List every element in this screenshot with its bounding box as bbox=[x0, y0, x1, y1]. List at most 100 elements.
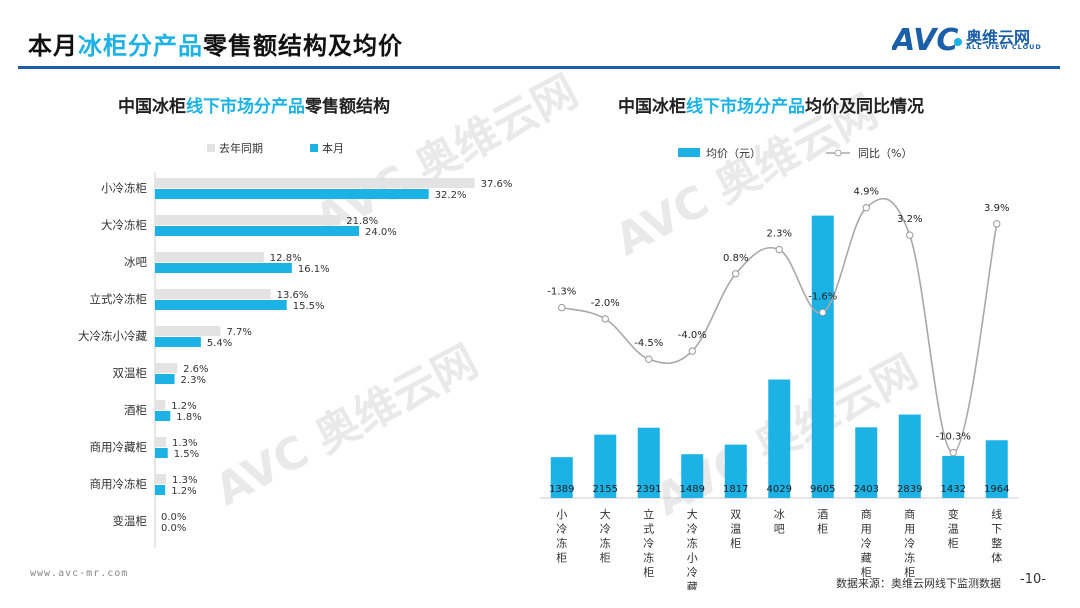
category-label-char: 冻 bbox=[687, 536, 698, 550]
yoy-point bbox=[645, 355, 653, 363]
category-label: 小冷冻柜 bbox=[101, 181, 147, 195]
price-bar bbox=[855, 427, 878, 498]
category-label-char: 藏 bbox=[687, 581, 698, 591]
bar-this-month bbox=[155, 189, 429, 199]
category-label-char: 变 bbox=[948, 507, 959, 521]
left-chart-title-pre: 中国冰柜 bbox=[118, 97, 186, 117]
category-label: 商用冷冻柜 bbox=[904, 507, 915, 579]
bar-last-year bbox=[155, 437, 167, 447]
legend-label: 均价（元） bbox=[706, 147, 761, 160]
page-number: -10- bbox=[1020, 572, 1046, 587]
category-label-char: 柜 bbox=[556, 552, 567, 565]
category-label-char: 冷 bbox=[556, 523, 567, 536]
category-label: 酒柜 bbox=[817, 508, 828, 536]
bar-value-label: 1.2% bbox=[171, 486, 196, 497]
category-label: 商用冷冻柜 bbox=[90, 477, 148, 491]
category-label-char: 用 bbox=[904, 523, 915, 536]
category-label-char: 冷 bbox=[643, 537, 654, 550]
left-chart-title-highlight: 线下市场分产品 bbox=[186, 97, 305, 117]
price-bar bbox=[681, 454, 704, 498]
yoy-value-label: -10.3% bbox=[936, 432, 971, 443]
price-bar bbox=[724, 444, 747, 498]
right-chart-title-post: 均价及同比情况 bbox=[805, 97, 924, 117]
category-label-char: 用 bbox=[861, 523, 872, 536]
legend-label: 去年同期 bbox=[219, 141, 263, 155]
bar-this-month bbox=[155, 300, 287, 310]
bar-value-label: 2.6% bbox=[183, 364, 208, 375]
yoy-point bbox=[775, 245, 783, 254]
bar-value-label: 24.0% bbox=[365, 227, 397, 238]
category-label-char: 温 bbox=[948, 523, 959, 536]
category-label-char: 吧 bbox=[774, 523, 785, 536]
right-legend: 均价（元） 同比（%） bbox=[678, 147, 912, 160]
bar-value-label: 32.2% bbox=[435, 190, 467, 201]
yoy-value-label: 4.9% bbox=[854, 187, 879, 198]
bar-this-month bbox=[155, 485, 166, 495]
avg-price-combo-chart: 均价（元） 同比（%）1389小冷冻柜2155大冷冻柜2391立式冷冻柜1489大… bbox=[540, 147, 1019, 590]
yoy-point bbox=[862, 204, 870, 212]
bar-value-label: 1.3% bbox=[172, 438, 197, 449]
left-chart-title: 中国冰柜线下市场分产品零售额结构 bbox=[118, 92, 390, 117]
bar-value-label: 21.8% bbox=[346, 216, 378, 227]
category-label-char: 小 bbox=[687, 552, 698, 565]
category-label-char: 冻 bbox=[643, 551, 654, 565]
bar-value-label: 12.8% bbox=[270, 253, 302, 264]
category-label-char: 冷 bbox=[687, 566, 698, 579]
logo-chinese-name: 奥维云网 bbox=[966, 28, 1031, 47]
bar-this-month bbox=[155, 263, 292, 273]
left-chart-title-post: 零售额结构 bbox=[305, 97, 390, 117]
yoy-value-label: 2.3% bbox=[767, 229, 792, 240]
category-label: 冰吧 bbox=[774, 508, 785, 536]
category-label-char: 商 bbox=[904, 507, 915, 521]
yoy-value-label: -4.5% bbox=[634, 338, 663, 349]
category-label-char: 冷 bbox=[600, 523, 611, 536]
price-value-label: 2155 bbox=[593, 484, 618, 495]
yoy-value-label: -2.0% bbox=[591, 298, 620, 309]
yoy-value-label: 0.8% bbox=[723, 253, 748, 264]
bar-value-label: 0.0% bbox=[161, 512, 186, 523]
category-label: 双温柜 bbox=[730, 508, 741, 550]
category-label: 双温柜 bbox=[113, 366, 148, 380]
price-value-label: 1389 bbox=[549, 484, 574, 495]
yoy-point bbox=[906, 231, 914, 239]
category-label-char: 冷 bbox=[861, 537, 872, 550]
price-value-label: 1817 bbox=[723, 484, 748, 495]
price-value-label: 2391 bbox=[636, 484, 661, 495]
category-label: 商用冷藏柜 bbox=[90, 440, 148, 454]
legend-swatch bbox=[207, 144, 215, 152]
bar-this-month bbox=[155, 374, 175, 384]
right-chart-title: 中国冰柜线下市场分产品均价及同比情况 bbox=[618, 92, 924, 117]
bar-value-label: 0.0% bbox=[161, 523, 186, 534]
price-value-label: 1964 bbox=[984, 484, 1009, 495]
yoy-point bbox=[732, 270, 740, 278]
footer-source: 数据来源：奥维云网线下监测数据 bbox=[836, 577, 1001, 590]
category-label-char: 双 bbox=[730, 508, 741, 521]
category-label-char: 冻 bbox=[600, 536, 611, 550]
category-label-char: 柜 bbox=[600, 552, 611, 565]
legend-swatch bbox=[310, 144, 318, 152]
page-title: 本月冰柜分产品零售额结构及均价 bbox=[28, 26, 403, 61]
bar-last-year bbox=[155, 252, 264, 262]
legend-swatch bbox=[678, 148, 700, 157]
bar-this-month bbox=[155, 411, 171, 421]
legend-marker bbox=[834, 149, 842, 157]
bar-last-year bbox=[155, 178, 475, 188]
bar-value-label: 7.7% bbox=[226, 327, 251, 338]
price-bar bbox=[768, 379, 791, 498]
bar-value-label: 1.8% bbox=[176, 412, 201, 423]
yoy-point bbox=[819, 308, 827, 317]
category-label: 立式冷冻柜 bbox=[643, 507, 654, 579]
yoy-point bbox=[993, 220, 1001, 228]
price-bar bbox=[811, 215, 834, 498]
category-label: 大冷冻小冷藏 bbox=[687, 507, 698, 590]
title-divider bbox=[18, 66, 1060, 69]
category-label: 酒柜 bbox=[124, 403, 147, 417]
yoy-point bbox=[949, 448, 957, 457]
category-label-char: 冰 bbox=[774, 508, 785, 521]
category-label-char: 整 bbox=[991, 536, 1002, 550]
category-label-char: 立 bbox=[643, 507, 654, 521]
category-label: 商用冷藏柜 bbox=[861, 507, 872, 579]
yoy-point bbox=[601, 315, 609, 323]
bar-last-year bbox=[155, 289, 271, 299]
